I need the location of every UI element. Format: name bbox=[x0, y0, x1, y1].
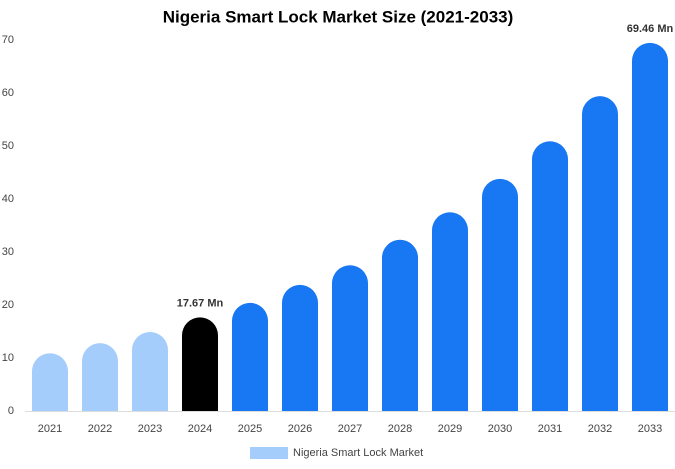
x-tick-label: 2032 bbox=[588, 423, 612, 435]
x-tick-label: 2028 bbox=[388, 423, 412, 435]
bar bbox=[582, 96, 618, 412]
bar bbox=[32, 353, 68, 411]
bar bbox=[432, 212, 468, 411]
data-label: 69.46 Mn bbox=[627, 23, 674, 35]
bar bbox=[482, 178, 518, 411]
y-tick-label: 70 bbox=[2, 34, 14, 46]
bar bbox=[382, 239, 418, 411]
x-tick-label: 2026 bbox=[288, 423, 312, 435]
bar bbox=[532, 141, 568, 411]
x-tick-label: 2021 bbox=[38, 423, 62, 435]
x-tick-label: 2024 bbox=[188, 423, 212, 435]
bar bbox=[282, 284, 318, 411]
data-label: 17.67 Mn bbox=[177, 297, 224, 309]
bar bbox=[332, 265, 368, 411]
y-tick-label: 40 bbox=[2, 193, 14, 205]
y-tick-label: 10 bbox=[2, 352, 14, 364]
x-tick-label: 2033 bbox=[638, 423, 662, 435]
bar bbox=[132, 332, 168, 411]
x-tick-label: 2029 bbox=[438, 423, 462, 435]
legend-label: Nigeria Smart Lock Market bbox=[293, 447, 423, 459]
y-tick-label: 60 bbox=[2, 87, 14, 99]
bar bbox=[232, 302, 268, 411]
x-tick-label: 2023 bbox=[138, 423, 162, 435]
x-tick-label: 2025 bbox=[238, 423, 262, 435]
chart-title: Nigeria Smart Lock Market Size (2021-203… bbox=[163, 7, 514, 26]
y-tick-label: 50 bbox=[2, 140, 14, 152]
y-tick-label: 0 bbox=[8, 405, 14, 417]
x-tick-label: 2022 bbox=[88, 423, 112, 435]
x-tick-label: 2031 bbox=[538, 423, 562, 435]
legend-swatch bbox=[250, 447, 288, 459]
y-tick-label: 30 bbox=[2, 246, 14, 258]
bar bbox=[182, 317, 218, 411]
bar bbox=[632, 42, 668, 411]
x-tick-label: 2030 bbox=[488, 423, 512, 435]
y-tick-label: 20 bbox=[2, 299, 14, 311]
x-tick-label: 2027 bbox=[338, 423, 362, 435]
bar bbox=[82, 343, 118, 411]
